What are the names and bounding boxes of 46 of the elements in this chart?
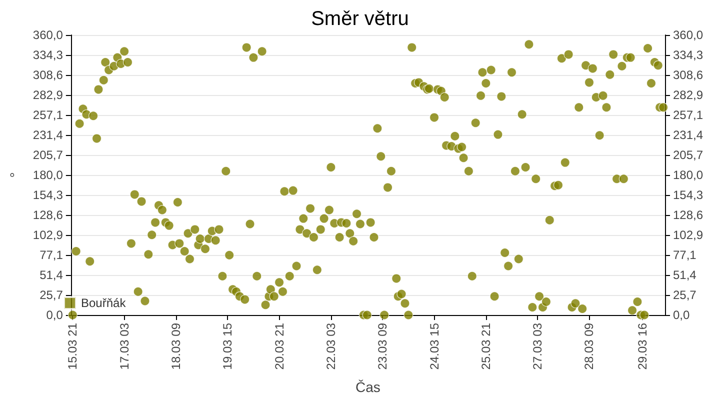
y2-tick-label: 180,0 — [673, 168, 704, 182]
y-tick-label: 102,9 — [32, 228, 64, 242]
y2-tick-label: 51,4 — [673, 268, 697, 282]
y2-tick-label: 102,9 — [673, 228, 704, 242]
y-tick-label: 128,6 — [32, 208, 64, 222]
y2-tick-label: 308,6 — [673, 68, 704, 82]
x-tick-label: 18.03 09 — [168, 322, 183, 370]
y-tick-label: 308,6 — [32, 68, 64, 82]
y2-tick-label: 205,7 — [673, 148, 704, 162]
chart-title: Směr větru — [311, 8, 409, 30]
y-tick-label: 334,3 — [32, 48, 64, 62]
y2-tick-label: 360,0 — [673, 28, 704, 42]
y-tick-label: 205,7 — [32, 148, 64, 162]
y-tick-label: 257,1 — [32, 108, 64, 122]
y2-tick-label: 257,1 — [673, 108, 704, 122]
y2-tick-label: 0,0 — [673, 308, 690, 322]
x-tick-label: 15.03 21 — [66, 322, 80, 370]
y-tick-label: 282,9 — [32, 88, 64, 102]
y2-tick-label: 154,3 — [673, 188, 704, 202]
x-tick-label: 19.03 15 — [220, 322, 235, 370]
x-tick-label: 17.03 03 — [117, 322, 132, 370]
y-tick-label: 231,4 — [32, 128, 64, 142]
y-tick-label: 77,1 — [40, 248, 64, 262]
y-tick-label: 154,3 — [32, 188, 64, 202]
x-tick-label: 28.03 09 — [582, 322, 596, 370]
y-tick-label: 51,4 — [40, 268, 64, 282]
y-tick-label: 180,0 — [32, 168, 64, 182]
y2-tick-label: 77,1 — [673, 248, 697, 262]
x-tick-label: 27.03 03 — [530, 322, 545, 370]
y-axis-title: ° — [7, 172, 23, 178]
x-tick-label: 22.03 03 — [324, 322, 338, 370]
y2-tick-label: 282,9 — [673, 88, 704, 102]
y2-tick-label: 231,4 — [673, 128, 704, 142]
y2-tick-label: 334,3 — [673, 48, 704, 62]
y-tick-label: 25,7 — [40, 288, 64, 302]
y-tick-label: 0,0 — [46, 308, 64, 322]
y2-tick-label: 128,6 — [673, 208, 704, 222]
y-tick-label: 360,0 — [32, 28, 64, 42]
x-tick-label: 20.03 21 — [272, 322, 286, 370]
x-tick-label: 29.03 16 — [636, 322, 650, 370]
legend-label: Bouřňák — [81, 296, 127, 310]
x-tick-label: 24.03 15 — [427, 322, 442, 370]
y2-tick-label: 25,7 — [673, 288, 697, 302]
x-tick-label: 25.03 21 — [478, 322, 493, 370]
x-tick-label: 23.03 09 — [376, 322, 390, 370]
x-axis-title: Čas — [356, 379, 380, 395]
